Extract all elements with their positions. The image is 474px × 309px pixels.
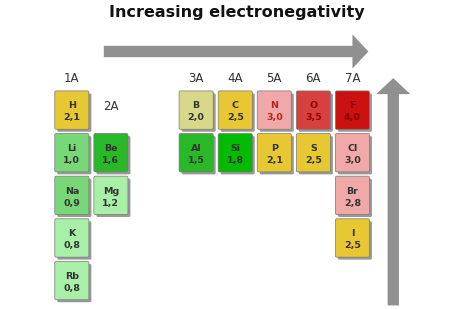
FancyBboxPatch shape bbox=[55, 91, 89, 129]
FancyBboxPatch shape bbox=[257, 91, 292, 129]
Text: 2,5: 2,5 bbox=[305, 156, 322, 165]
FancyBboxPatch shape bbox=[336, 91, 369, 129]
FancyBboxPatch shape bbox=[57, 221, 91, 260]
FancyBboxPatch shape bbox=[55, 176, 89, 214]
Text: 2A: 2A bbox=[103, 100, 118, 113]
FancyBboxPatch shape bbox=[338, 93, 372, 132]
FancyBboxPatch shape bbox=[336, 133, 369, 172]
FancyBboxPatch shape bbox=[338, 136, 372, 174]
FancyBboxPatch shape bbox=[94, 176, 128, 214]
Text: P: P bbox=[271, 144, 278, 153]
FancyBboxPatch shape bbox=[55, 133, 89, 172]
FancyBboxPatch shape bbox=[218, 91, 252, 129]
Text: 2,0: 2,0 bbox=[188, 113, 205, 122]
FancyBboxPatch shape bbox=[182, 136, 216, 174]
Text: 1,5: 1,5 bbox=[188, 156, 205, 165]
Text: S: S bbox=[310, 144, 317, 153]
Text: C: C bbox=[232, 101, 239, 110]
Text: 1,0: 1,0 bbox=[64, 156, 80, 165]
Text: 5A: 5A bbox=[266, 72, 282, 85]
FancyBboxPatch shape bbox=[218, 133, 252, 172]
Text: 1,8: 1,8 bbox=[227, 156, 244, 165]
FancyBboxPatch shape bbox=[260, 136, 294, 174]
Text: 3A: 3A bbox=[189, 72, 204, 85]
Text: 6A: 6A bbox=[306, 72, 321, 85]
Polygon shape bbox=[376, 78, 410, 306]
FancyBboxPatch shape bbox=[182, 93, 216, 132]
Text: O: O bbox=[310, 101, 318, 110]
FancyBboxPatch shape bbox=[221, 93, 255, 132]
Text: Si: Si bbox=[230, 144, 240, 153]
Text: 4A: 4A bbox=[228, 72, 243, 85]
Text: 3,5: 3,5 bbox=[305, 113, 322, 122]
Text: 1A: 1A bbox=[64, 72, 80, 85]
Text: 2,1: 2,1 bbox=[64, 113, 81, 122]
Text: 1,2: 1,2 bbox=[102, 199, 119, 208]
Text: 1,6: 1,6 bbox=[102, 156, 119, 165]
FancyBboxPatch shape bbox=[221, 136, 255, 174]
Text: F: F bbox=[349, 101, 356, 110]
Text: 0,8: 0,8 bbox=[64, 284, 81, 293]
Text: B: B bbox=[192, 101, 200, 110]
Text: Br: Br bbox=[346, 187, 358, 196]
FancyBboxPatch shape bbox=[96, 136, 130, 174]
Text: H: H bbox=[68, 101, 76, 110]
Text: 2,1: 2,1 bbox=[266, 156, 283, 165]
Polygon shape bbox=[104, 34, 368, 69]
Text: N: N bbox=[270, 101, 278, 110]
FancyBboxPatch shape bbox=[57, 136, 91, 174]
Text: Li: Li bbox=[67, 144, 76, 153]
FancyBboxPatch shape bbox=[336, 219, 369, 257]
Text: 2,5: 2,5 bbox=[227, 113, 244, 122]
FancyBboxPatch shape bbox=[257, 133, 292, 172]
FancyBboxPatch shape bbox=[55, 219, 89, 257]
Text: Na: Na bbox=[64, 187, 79, 196]
FancyBboxPatch shape bbox=[296, 91, 330, 129]
FancyBboxPatch shape bbox=[299, 93, 333, 132]
FancyBboxPatch shape bbox=[179, 133, 213, 172]
FancyBboxPatch shape bbox=[179, 91, 213, 129]
FancyBboxPatch shape bbox=[57, 93, 91, 132]
Text: 2,8: 2,8 bbox=[344, 199, 361, 208]
FancyBboxPatch shape bbox=[94, 133, 128, 172]
FancyBboxPatch shape bbox=[57, 179, 91, 217]
FancyBboxPatch shape bbox=[338, 179, 372, 217]
Text: 2,5: 2,5 bbox=[344, 241, 361, 250]
Text: 4,0: 4,0 bbox=[344, 113, 361, 122]
Text: 3,0: 3,0 bbox=[344, 156, 361, 165]
Text: Al: Al bbox=[191, 144, 201, 153]
Text: Cl: Cl bbox=[347, 144, 357, 153]
FancyBboxPatch shape bbox=[55, 261, 89, 300]
FancyBboxPatch shape bbox=[299, 136, 333, 174]
Text: Mg: Mg bbox=[103, 187, 119, 196]
Text: 0,9: 0,9 bbox=[64, 199, 80, 208]
Text: I: I bbox=[351, 229, 354, 238]
Text: 0,8: 0,8 bbox=[64, 241, 81, 250]
FancyBboxPatch shape bbox=[57, 264, 91, 302]
Text: 7A: 7A bbox=[345, 72, 360, 85]
Text: Rb: Rb bbox=[65, 272, 79, 281]
FancyBboxPatch shape bbox=[296, 133, 330, 172]
Text: K: K bbox=[68, 229, 75, 238]
Text: Increasing electronegativity: Increasing electronegativity bbox=[109, 5, 365, 20]
FancyBboxPatch shape bbox=[336, 176, 369, 214]
FancyBboxPatch shape bbox=[96, 179, 130, 217]
FancyBboxPatch shape bbox=[338, 221, 372, 260]
FancyBboxPatch shape bbox=[260, 93, 294, 132]
Text: 3,0: 3,0 bbox=[266, 113, 283, 122]
Text: Be: Be bbox=[104, 144, 118, 153]
